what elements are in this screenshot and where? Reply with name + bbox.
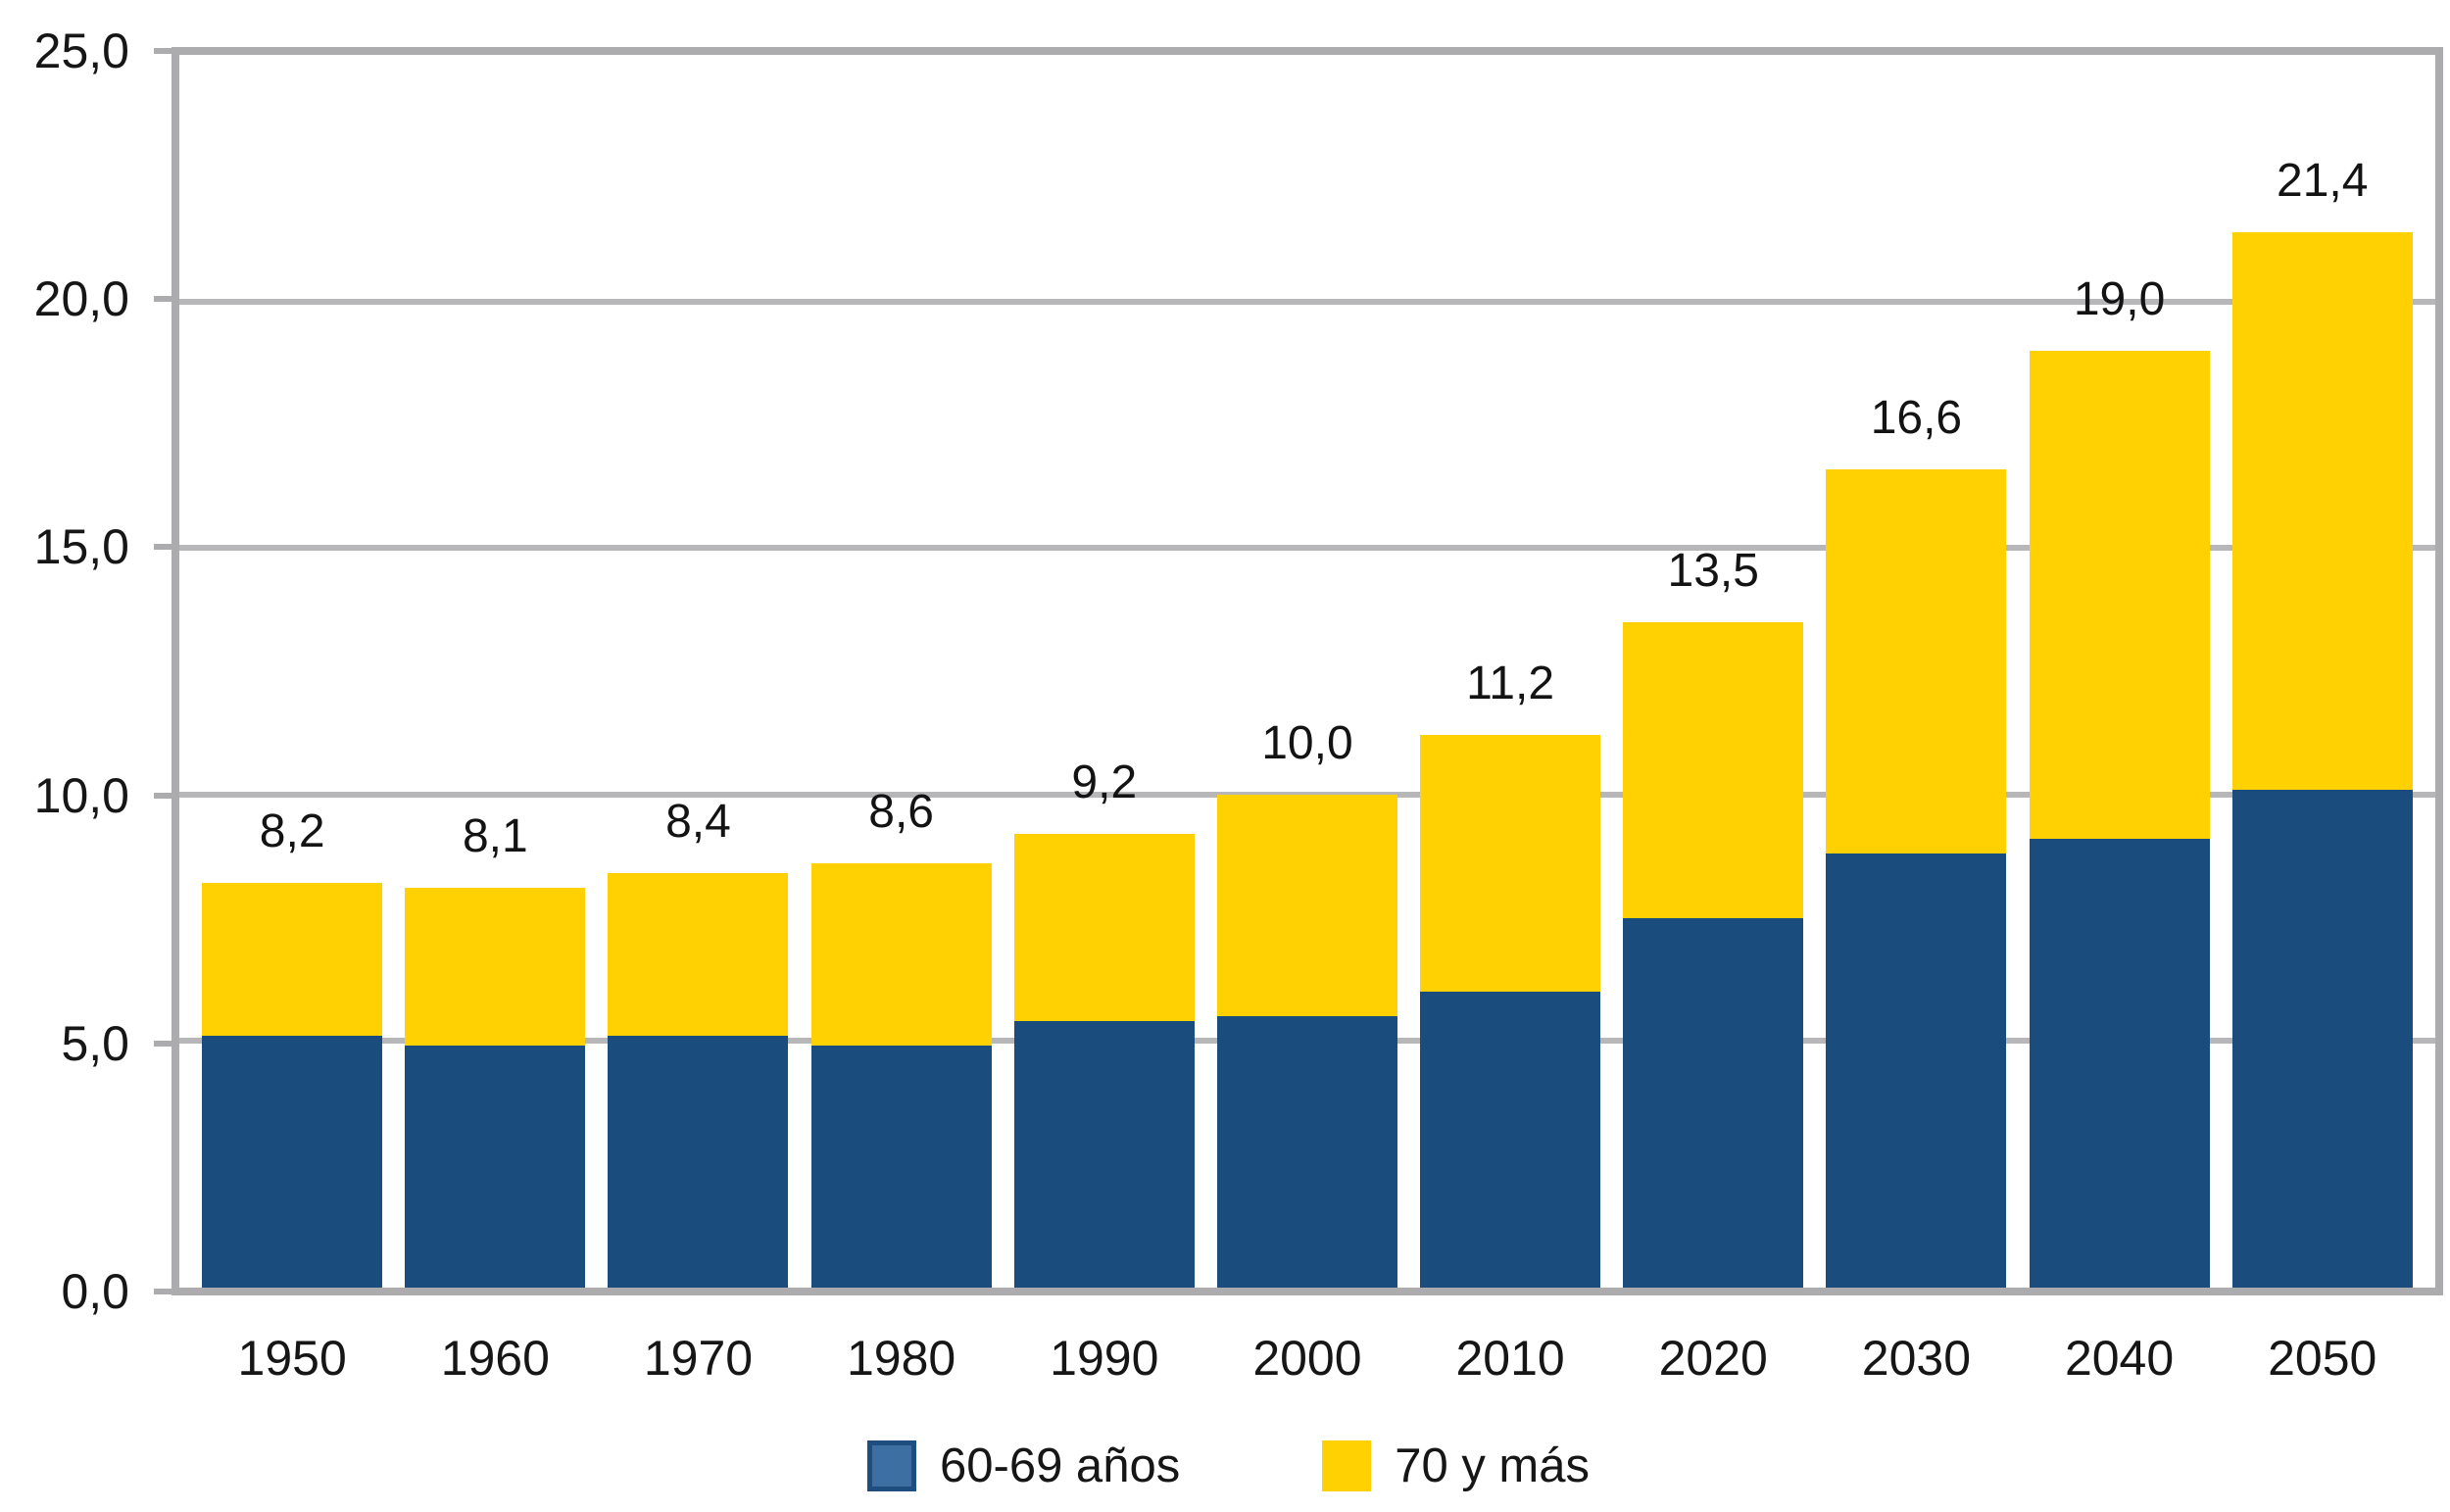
bar-group-1960: 8,1 [405,55,586,1288]
bar-segment-60-69-2050 [2231,789,2413,1288]
legend-item-70-y-mas: 70 y más [1322,1440,1590,1491]
y-axis-label-20,0: 20,0 [33,271,129,326]
gridline-15,0 [179,545,2435,551]
x-axis-label-1990: 1990 [1050,1331,1159,1386]
x-axis-label-1970: 1970 [643,1331,754,1386]
legend-swatch-70-y-mas-icon [1322,1440,1372,1491]
bar-total-label-1980: 8,6 [868,786,934,839]
gridline-20,0 [179,299,2435,305]
bar-group-2010: 11,2 [1420,55,1601,1288]
y-axis-tick-15,0 [154,544,172,550]
x-axis-label-2030: 2030 [1861,1331,1972,1386]
x-axis-label-2020: 2020 [1658,1331,1768,1386]
bar-group-1950: 8,2 [202,55,383,1288]
bar-group-2000: 10,0 [1216,55,1397,1288]
x-axis-label-1980: 1980 [847,1331,956,1386]
bars-row: 8,2 8,1 8,4 8,6 9,2 10,0 11,2 13,5 16,6 19,0 21,4 [179,55,2435,1288]
bar-group-1990: 9,2 [1013,55,1195,1288]
bar-segment-70-y-mas-2020 [1623,621,1804,918]
plot-area: 8,2 8,1 8,4 8,6 9,2 10,0 11,2 13,5 16,6 19,0 21,4 [172,47,2443,1295]
bar-group-2030: 16,6 [1826,55,2007,1288]
bar-group-2040: 19,0 [2029,55,2210,1288]
bar-total-label-1950: 8,2 [259,805,325,858]
bar-segment-70-y-mas-2030 [1826,468,2007,854]
y-axis-label-15,0: 15,0 [33,519,129,574]
bar-group-1970: 8,4 [608,55,789,1288]
bar-segment-70-y-mas-2040 [2029,350,2210,840]
y-axis-tick-5,0 [154,1041,172,1047]
bar-segment-60-69-1970 [608,1036,789,1288]
y-axis-label-10,0: 10,0 [33,768,129,823]
bar-segment-60-69-1960 [405,1046,586,1288]
x-axis-label-2000: 2000 [1252,1331,1362,1386]
bar-segment-60-69-2000 [1216,1016,1397,1288]
bar-segment-70-y-mas-2010 [1420,735,1601,993]
bar-group-2020: 13,5 [1623,55,1804,1288]
y-axis-tick-20,0 [154,296,172,302]
y-axis-tick-25,0 [154,48,172,54]
bar-segment-60-69-2040 [2029,839,2210,1288]
legend-item-60-69: 60-69 años [867,1440,1180,1491]
bar-total-label-1970: 8,4 [665,796,731,849]
x-axis-label-1960: 1960 [440,1331,550,1386]
bar-segment-70-y-mas-1980 [810,863,992,1047]
x-axis-label-1950: 1950 [237,1331,347,1386]
bar-segment-60-69-1990 [1013,1021,1195,1288]
bar-group-2050: 21,4 [2231,55,2413,1288]
bar-segment-70-y-mas-1970 [608,873,789,1037]
x-axis-label-2010: 2010 [1455,1331,1565,1386]
bar-total-label-2030: 16,6 [1870,391,1963,444]
bar-total-label-1990: 9,2 [1071,756,1138,809]
y-axis-tick-10,0 [154,793,172,799]
y-axis-label-0,0: 0,0 [61,1264,129,1319]
legend: 60-69 años 70 y más [867,1440,1590,1491]
bar-total-label-2050: 21,4 [2277,155,2369,208]
bar-segment-60-69-2010 [1420,992,1601,1288]
bar-segment-60-69-1950 [202,1036,383,1288]
y-axis-tick-0,0 [154,1289,172,1294]
bar-total-label-1960: 8,1 [462,810,528,863]
legend-label-60-69: 60-69 años [940,1439,1181,1492]
bar-total-label-2000: 10,0 [1261,716,1353,769]
bar-segment-70-y-mas-2050 [2231,232,2413,790]
bar-total-label-2020: 13,5 [1667,544,1759,597]
bar-segment-60-69-1980 [810,1046,992,1288]
bar-segment-70-y-mas-1990 [1013,834,1195,1022]
legend-swatch-60-69-icon [867,1440,916,1491]
x-axis-label-2040: 2040 [2064,1331,2175,1386]
bar-segment-70-y-mas-1950 [202,883,383,1037]
legend-label-70-y-mas: 70 y más [1395,1439,1591,1492]
x-axis-labels: 1950 1960 1970 1980 1990 2000 2010 2020 2030 2040… [179,1321,2435,1395]
y-axis-label-25,0: 25,0 [33,24,129,78]
bar-total-label-2040: 19,0 [2073,272,2166,325]
bar-group-1980: 8,6 [810,55,992,1288]
bar-segment-70-y-mas-1960 [405,888,586,1047]
bar-segment-60-69-2020 [1623,917,1804,1288]
bar-segment-70-y-mas-2000 [1216,794,1397,1017]
y-axis-label-5,0: 5,0 [61,1016,129,1071]
bar-total-label-2010: 11,2 [1466,658,1555,710]
x-axis-label-2050: 2050 [2268,1331,2377,1386]
bar-segment-60-69-2030 [1826,854,2007,1288]
